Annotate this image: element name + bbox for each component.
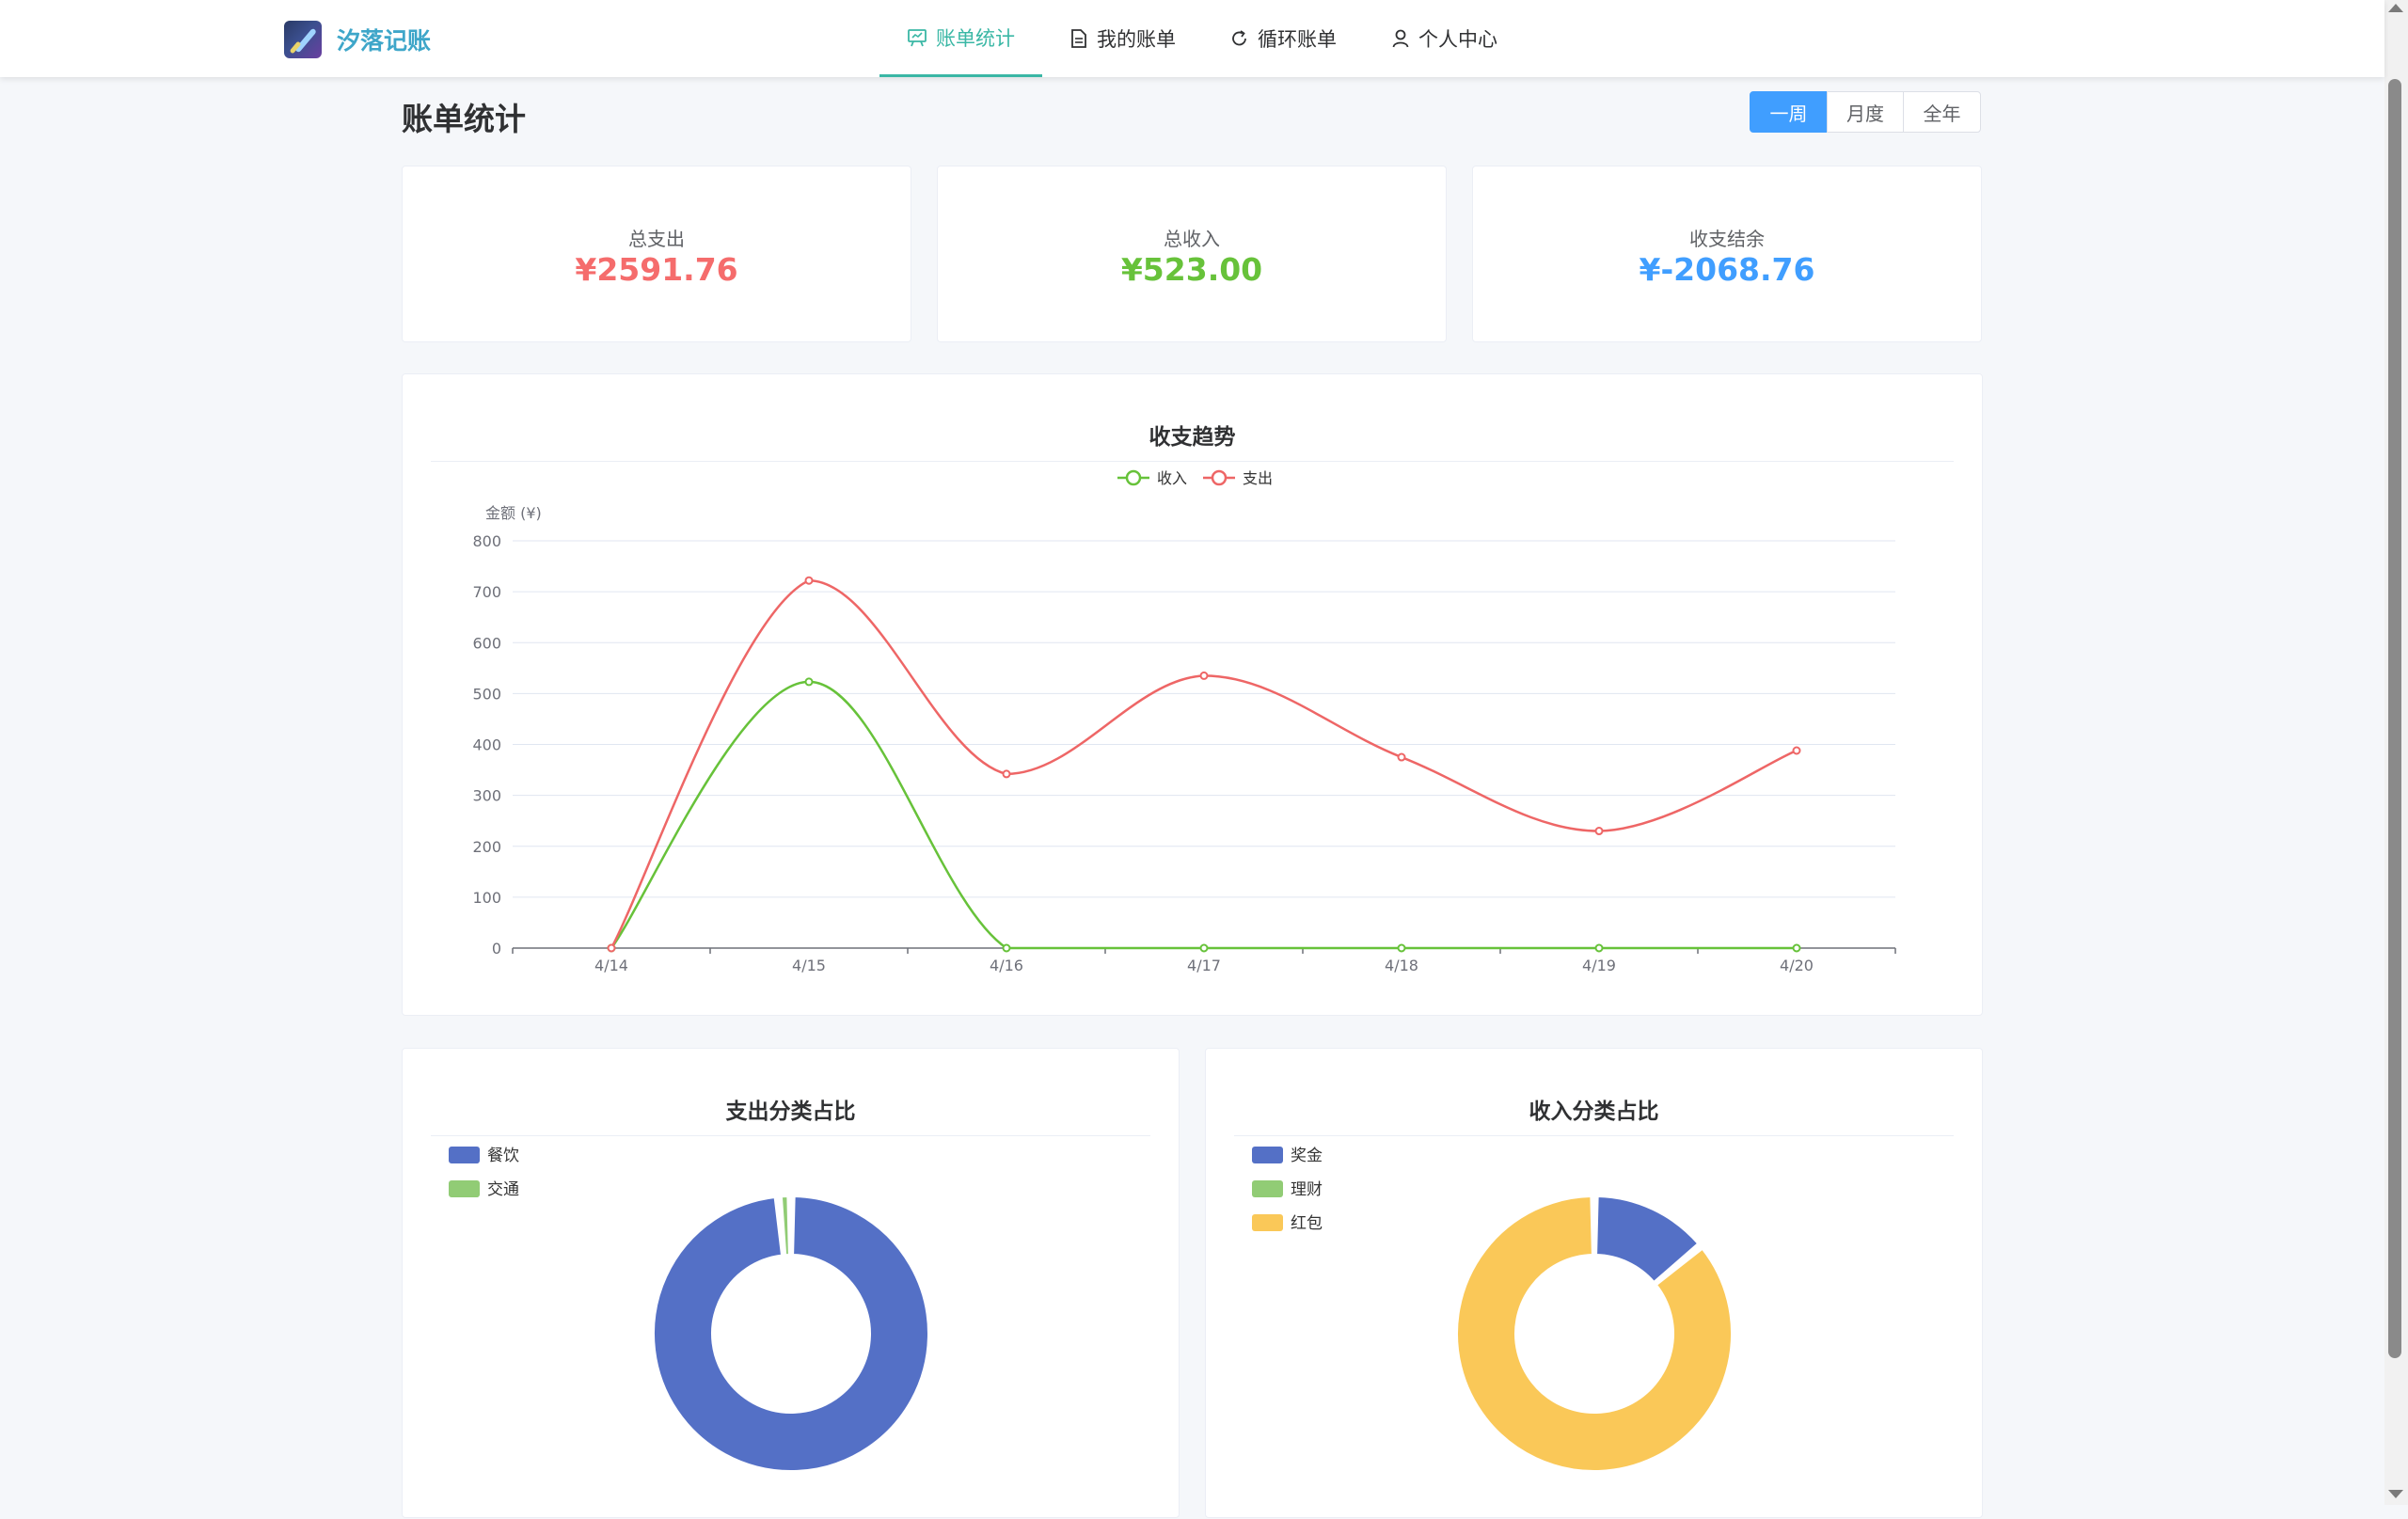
scrollbar-thumb[interactable] [2388, 79, 2401, 1358]
range-month-button[interactable]: 月度 [1827, 91, 1904, 133]
y-tick-label: 200 [472, 838, 501, 856]
user-icon [1392, 29, 1409, 48]
legend-label: 奖金 [1291, 1147, 1323, 1165]
series-line-income [610, 680, 1797, 950]
nav-item-label: 循环账单 [1258, 28, 1337, 51]
nav-item-label: 个人中心 [1418, 28, 1497, 51]
pie-slice [1595, 1195, 1700, 1283]
legend-swatch [449, 1180, 480, 1197]
trend-chart: 金额 (¥) 0 100 200 300 400 500 600 700 800 4/14 4/15 4… [472, 469, 1896, 974]
x-tick-label: 4/15 [792, 957, 826, 974]
range-week-button[interactable]: 一周 [1750, 91, 1828, 133]
legend-swatch [1252, 1180, 1283, 1197]
stat-value: ¥-2068.76 [1639, 251, 1815, 288]
chart-divider [431, 461, 1954, 462]
data-point [1397, 752, 1406, 762]
nav-item-recurring-bills[interactable]: 循环账单 [1203, 0, 1364, 77]
time-range-selector: 一周 月度 全年 [1750, 91, 1981, 133]
document-icon [1071, 29, 1086, 48]
legend-swatch [1252, 1214, 1283, 1231]
nav-item-label: 我的账单 [1097, 28, 1176, 51]
app-name: 汐落记账 [337, 27, 432, 55]
legend-swatch [449, 1147, 480, 1163]
stat-label: 总收入 [1164, 228, 1220, 250]
chart-board-icon [908, 28, 927, 46]
scroll-down-arrow-icon[interactable] [2388, 1490, 2403, 1498]
chart-title: 收支趋势 [1149, 425, 1236, 450]
data-point [1792, 746, 1801, 755]
brand[interactable]: 汐落记账 [284, 21, 431, 58]
y-axis-label: 金额 (¥) [485, 504, 542, 522]
legend-marker [1125, 469, 1142, 486]
data-point [1792, 943, 1801, 953]
y-tick-label: 500 [472, 685, 501, 703]
legend-label: 红包 [1291, 1214, 1323, 1233]
y-tick-label: 300 [472, 787, 501, 805]
x-tick-label: 4/16 [990, 957, 1023, 974]
nav-item-my-bills[interactable]: 我的账单 [1042, 0, 1203, 77]
chart-divider [1234, 1135, 1954, 1136]
legend-label: 收入 [1157, 469, 1187, 487]
y-tick-label: 600 [472, 634, 501, 652]
data-point [1002, 943, 1011, 953]
nav-item-label: 账单统计 [936, 26, 1015, 50]
data-point [1199, 671, 1209, 680]
chart-divider [431, 1135, 1150, 1136]
x-tick-label: 4/20 [1780, 957, 1814, 974]
stat-label: 收支结余 [1689, 228, 1765, 250]
page-title: 账单统计 [402, 101, 526, 137]
balance-card: 收支结余 ¥-2068.76 [1472, 166, 1982, 342]
x-tick-label: 4/19 [1582, 957, 1616, 974]
series-line-expense [610, 578, 1798, 949]
expense-category-card: 支出分类占比 餐饮交通 [402, 1048, 1180, 1518]
y-tick-label: 400 [472, 736, 501, 754]
refresh-icon [1232, 30, 1246, 46]
legend-label: 餐饮 [487, 1147, 519, 1165]
data-point [804, 576, 814, 585]
data-point [804, 677, 814, 687]
pie-slice [1456, 1195, 1733, 1472]
stat-value: ¥523.00 [1120, 251, 1263, 288]
chart-title: 收入分类占比 [1529, 1100, 1659, 1124]
legend-marker [1211, 469, 1228, 486]
stat-value: ¥2591.76 [575, 251, 738, 288]
legend-swatch [1252, 1147, 1283, 1163]
legend-label: 交通 [487, 1180, 519, 1199]
income-category-card: 收入分类占比 奖金理财红包 [1205, 1048, 1983, 1518]
y-tick-label: 100 [472, 889, 501, 907]
data-point [1594, 943, 1604, 953]
nav-item-statistics[interactable]: 账单统计 [879, 0, 1042, 77]
stat-label: 总支出 [628, 228, 685, 250]
data-point [1594, 827, 1604, 836]
data-point [1002, 769, 1011, 779]
trend-chart-card: 收支趋势 金额 (¥) 0 100 200 300 400 500 600 700 800 4/14… [402, 373, 1983, 1016]
total-expense-card: 总支出 ¥2591.76 [402, 166, 911, 342]
legend-label: 支出 [1243, 469, 1273, 487]
total-income-card: 总收入 ¥523.00 [937, 166, 1447, 342]
y-tick-label: 800 [472, 532, 501, 550]
scroll-up-arrow-icon[interactable] [2388, 4, 2403, 12]
data-point [1199, 943, 1209, 953]
nav-menu: 账单统计 我的账单 循环账单 个人中心 [879, 0, 1525, 77]
nav-item-profile[interactable]: 个人中心 [1364, 0, 1525, 77]
x-tick-label: 4/17 [1187, 957, 1221, 974]
pie-slice [780, 1195, 790, 1257]
top-navbar: 汐落记账 账单统计 我的账单 循环账单 [0, 0, 2384, 77]
range-year-button[interactable]: 全年 [1903, 91, 1981, 133]
x-tick-label: 4/14 [594, 957, 628, 974]
y-tick-label: 0 [492, 940, 501, 957]
y-tick-label: 700 [472, 583, 501, 601]
legend-label: 理财 [1291, 1180, 1323, 1199]
app-logo-icon [284, 21, 322, 58]
x-tick-label: 4/18 [1385, 957, 1418, 974]
data-point [607, 943, 616, 953]
chart-title: 支出分类占比 [725, 1100, 856, 1124]
pie-slice [653, 1195, 929, 1472]
data-point [1397, 943, 1406, 953]
